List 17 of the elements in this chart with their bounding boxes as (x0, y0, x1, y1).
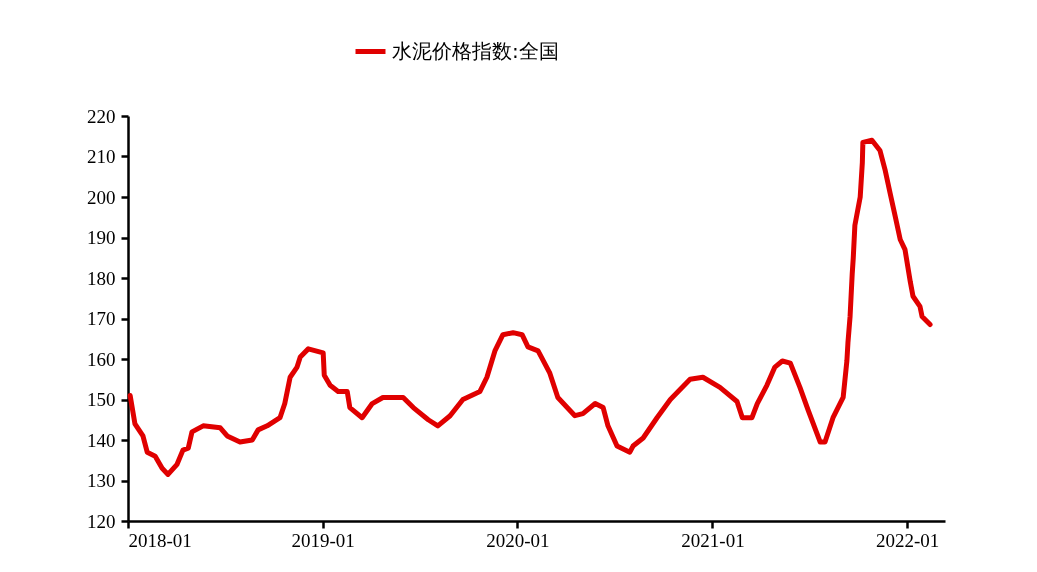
x-tick-label: 2022-01 (875, 529, 940, 551)
y-tick-label: 190 (87, 227, 116, 248)
legend-label: 水泥价格指数:全国 (392, 38, 559, 63)
x-tick-label: 2019-01 (291, 529, 355, 551)
y-tick-label: 150 (87, 389, 116, 410)
y-tick-label: 120 (87, 510, 116, 532)
y-tick-label: 180 (87, 267, 116, 289)
y-tick-label: 160 (87, 348, 116, 370)
y-tick-label: 170 (87, 308, 116, 329)
y-tick-label: 200 (87, 186, 116, 208)
y-tick-label: 140 (87, 429, 116, 451)
x-tick-label: 2020-01 (486, 529, 550, 551)
x-tick-label: 2018-01 (128, 529, 192, 551)
y-tick-label: 130 (87, 470, 116, 491)
y-tick-label: 220 (87, 105, 116, 127)
x-tick-label: 2021-01 (681, 529, 745, 551)
y-tick-label: 210 (87, 146, 116, 167)
